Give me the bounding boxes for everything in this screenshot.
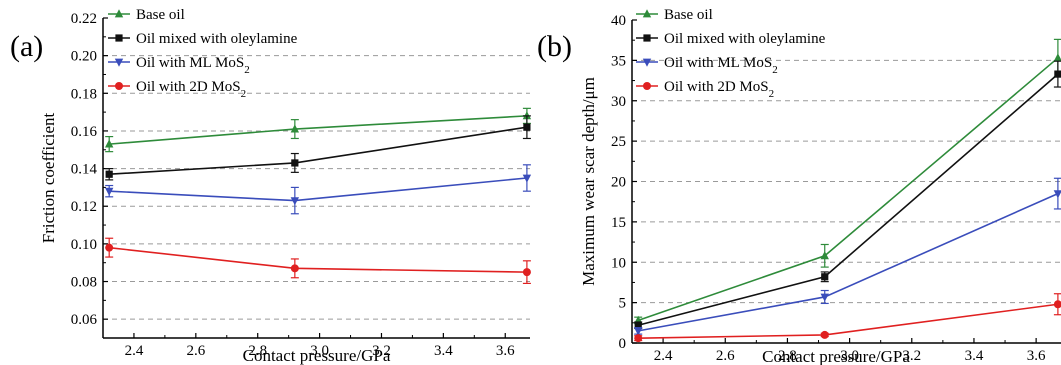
chart-panel-1: 0.06 0.08 0.10 0.12 0.14 0.16 0.18 0.20 0.22 2.4 2… [10, 7, 532, 365]
chart-panel-2: 0 5 10 15 20 25 30 35 40 2.4 2.6 2.8 3.0 3.2 3.4 3.6 Con… [537, 7, 1061, 365]
series-4 [634, 293, 1061, 343]
marker-circle [643, 82, 651, 90]
marker-triangle-down [290, 197, 300, 206]
series-line [637, 57, 1059, 322]
y-tick-label: 0 [619, 336, 627, 352]
marker-circle [1053, 300, 1061, 309]
series-4 [105, 237, 531, 285]
y-tick-label: 5 [619, 296, 627, 312]
marker-triangle-up [522, 111, 532, 120]
marker-triangle-down [642, 58, 652, 67]
y-tick-label: 0.18 [71, 86, 97, 102]
marker-circle [820, 330, 829, 339]
marker-square [643, 34, 651, 42]
legend-label: Base oil [664, 7, 713, 23]
legend: Base oil Oil mixed with oleylamine Oil wit… [108, 7, 298, 100]
marker-square [105, 170, 113, 178]
y-tick-label: 0.08 [71, 275, 97, 291]
marker-circle [115, 82, 123, 90]
x-tick-label: 2.6 [716, 348, 735, 364]
legend-label: Oil with ML MoS2 [664, 55, 778, 76]
x-tick-label: 3.2 [372, 343, 391, 359]
series-2 [105, 115, 531, 181]
y-tick-label: 0.14 [71, 162, 98, 178]
x-tick-label: 3.6 [1027, 348, 1046, 364]
x-tick-label: 3.0 [310, 343, 329, 359]
marker-triangle-up [104, 139, 114, 148]
x-tick-label: 2.4 [125, 343, 144, 359]
marker-circle [522, 268, 531, 277]
marker-square [523, 123, 531, 131]
marker-circle [105, 243, 114, 252]
marker-triangle-up [290, 124, 300, 133]
marker-square [115, 34, 123, 42]
y-tick-label: 40 [611, 13, 626, 29]
marker-triangle-up [642, 9, 652, 18]
y-tick-label: 15 [611, 215, 626, 231]
panel-label: (b) [537, 30, 572, 63]
series-line [109, 177, 527, 202]
y-tick-label: 30 [611, 94, 626, 110]
legend-label: Oil mixed with oleylamine [664, 31, 826, 47]
x-axis-title: Contact pressure/GPa [762, 347, 910, 365]
y-tick-label: 0.22 [71, 11, 97, 27]
y-tick-label: 35 [611, 53, 626, 69]
marker-triangle-down [114, 58, 124, 67]
x-tick-label: 2.8 [248, 343, 267, 359]
marker-triangle-down [522, 174, 532, 183]
series-line [109, 126, 528, 176]
x-tick-label: 2.6 [186, 343, 205, 359]
x-tick-label: 3.6 [496, 343, 515, 359]
marker-circle [290, 264, 299, 273]
marker-triangle-down [634, 327, 643, 336]
marker-square [821, 273, 829, 281]
marker-triangle-down [820, 293, 829, 302]
series-2 [634, 60, 1061, 330]
series-line [109, 115, 527, 145]
marker-triangle-down [1053, 190, 1061, 199]
legend-label: Oil with 2D MoS2 [664, 79, 774, 100]
y-axis-title: Friction coefficient [39, 113, 58, 244]
marker-square [634, 321, 642, 329]
legend-label: Oil mixed with oleylamine [136, 31, 298, 47]
series-1 [104, 107, 532, 153]
marker-circle [634, 334, 643, 343]
marker-triangle-down [104, 187, 114, 196]
x-tick-label: 3.4 [965, 348, 984, 364]
legend-label: Oil with 2D MoS2 [136, 79, 246, 100]
y-tick-label: 0.06 [71, 312, 98, 328]
y-tick-label: 25 [611, 134, 626, 150]
x-tick-label: 3.2 [902, 348, 921, 364]
x-tick-label: 2.4 [654, 348, 673, 364]
marker-triangle-up [114, 9, 124, 18]
legend-label: Base oil [136, 7, 185, 23]
series-line [109, 246, 527, 273]
series-3 [634, 177, 1061, 336]
y-tick-label: 0.12 [71, 199, 97, 215]
marker-triangle-up [820, 251, 829, 260]
marker-square [1054, 70, 1061, 78]
legend: Base oil Oil mixed with oleylamine Oil wit… [636, 7, 826, 100]
x-tick-label: 3.0 [840, 348, 859, 364]
legend-label: Oil with ML MoS2 [136, 55, 250, 76]
y-tick-label: 0.10 [71, 237, 97, 253]
panel-label: (a) [10, 30, 43, 63]
y-tick-label: 0.16 [71, 124, 98, 140]
x-tick-label: 3.4 [434, 343, 453, 359]
series-3 [104, 164, 532, 215]
y-tick-label: 10 [611, 255, 626, 271]
x-tick-label: 2.8 [778, 348, 797, 364]
y-tick-label: 0.20 [71, 49, 97, 65]
marker-triangle-up [1053, 53, 1061, 62]
y-tick-label: 20 [611, 175, 626, 191]
y-axis-title: Maximum wear scar depth/μm [579, 77, 598, 286]
marker-square [291, 159, 299, 167]
x-axis-title: Contact pressure/GPa [243, 346, 391, 365]
